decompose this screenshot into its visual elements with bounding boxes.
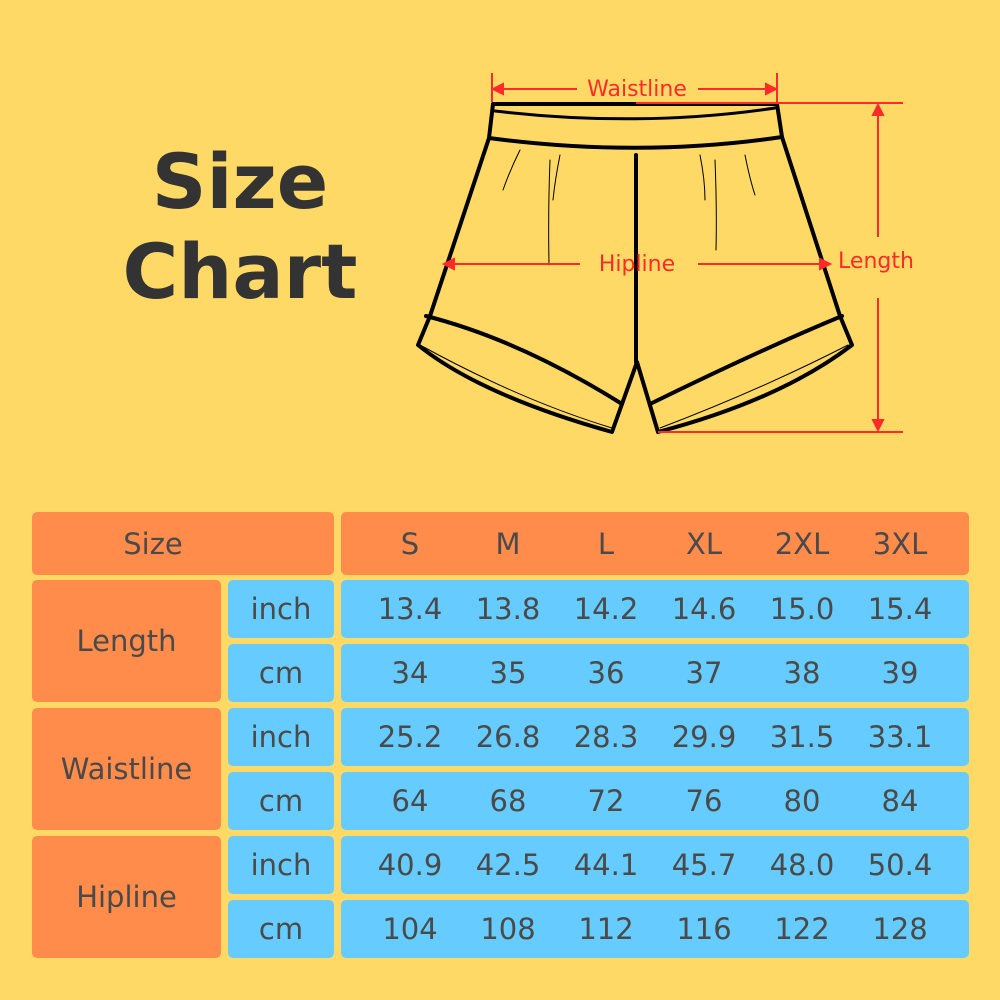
size-column-header: XL: [685, 526, 723, 561]
value-cell: 64: [391, 784, 429, 818]
value-cell: 128: [872, 912, 928, 946]
measure-label: Hipline: [76, 880, 177, 914]
length-label: Length: [838, 249, 914, 274]
table-row: 34 35 36 37 38 39: [341, 644, 969, 702]
value-cell: 108: [480, 912, 536, 946]
unit-label: inch: [250, 592, 312, 626]
unit-cell: inch: [228, 836, 334, 894]
measure-label-cell: Hipline: [32, 836, 221, 958]
value-cell: 26.8: [475, 720, 541, 754]
value-cell: 122: [774, 912, 830, 946]
size-column-header: 3XL: [872, 526, 928, 561]
value-cell: 68: [489, 784, 527, 818]
hipline-label: Hipline: [599, 252, 675, 277]
table-row: 104 108 112 116 122 128: [341, 900, 969, 958]
measure-label-cell: Length: [32, 580, 221, 702]
size-header-label: Size: [123, 526, 183, 561]
value-cell: 84: [881, 784, 919, 818]
value-cell: 28.3: [573, 720, 639, 754]
unit-cell: cm: [228, 900, 334, 958]
unit-label: inch: [250, 848, 312, 882]
unit-label: cm: [258, 656, 304, 690]
size-column-header: S: [400, 526, 420, 561]
shorts-waistband: [487, 102, 784, 150]
unit-label: cm: [258, 784, 304, 818]
sizes-header: S M L XL 2XL 3XL: [341, 512, 969, 575]
unit-label: inch: [250, 720, 312, 754]
title-line-2: Chart: [122, 227, 358, 316]
value-cell: 33.1: [867, 720, 933, 754]
value-cell: 15.0: [769, 592, 835, 626]
value-cell: 76: [685, 784, 723, 818]
table-row: 25.2 26.8 28.3 29.9 31.5 33.1: [341, 708, 969, 766]
title-line-1: Size: [151, 137, 329, 226]
size-column-header: L: [597, 526, 615, 561]
value-cell: 40.9: [377, 848, 443, 882]
value-cell: 13.4: [377, 592, 443, 626]
unit-label: cm: [258, 912, 304, 946]
value-cell: 112: [578, 912, 634, 946]
value-cell: 42.5: [475, 848, 541, 882]
value-cell: 31.5: [769, 720, 835, 754]
value-cell: 14.6: [671, 592, 737, 626]
size-column-header: M: [495, 526, 521, 561]
size-column-header: 2XL: [774, 526, 830, 561]
value-cell: 34: [391, 656, 429, 690]
measurement-arrows: [441, 73, 903, 433]
table-row: 13.4 13.8 14.2 14.6 15.0 15.4: [341, 580, 969, 638]
shorts-left-hem-stitch: [419, 344, 613, 429]
unit-cell: cm: [228, 644, 334, 702]
shorts-left-hem: [424, 314, 624, 406]
shorts-right-hem: [648, 314, 844, 406]
value-cell: 116: [676, 912, 732, 946]
value-cell: 80: [783, 784, 821, 818]
value-cell: 36: [587, 656, 625, 690]
waistline-label: Waistline: [587, 77, 687, 102]
value-cell: 45.7: [671, 848, 737, 882]
unit-cell: inch: [228, 708, 334, 766]
value-cell: 38: [783, 656, 821, 690]
value-cell: 104: [382, 912, 438, 946]
value-cell: 50.4: [867, 848, 933, 882]
shorts-fold-lines: [502, 149, 756, 266]
value-cell: 13.8: [475, 592, 541, 626]
value-cell: 15.4: [867, 592, 933, 626]
value-cell: 29.9: [671, 720, 737, 754]
table-row: 40.9 42.5 44.1 45.7 48.0 50.4: [341, 836, 969, 894]
value-cell: 48.0: [769, 848, 835, 882]
unit-cell: cm: [228, 772, 334, 830]
measure-label: Waistline: [60, 752, 193, 786]
size-header: Size: [32, 512, 334, 575]
value-cell: 25.2: [377, 720, 443, 754]
shorts-waist-inner: [493, 106, 777, 121]
measure-label: Length: [76, 624, 177, 658]
value-cell: 39: [881, 656, 919, 690]
value-cell: 72: [587, 784, 625, 818]
shorts-right-hem-stitch: [659, 344, 849, 429]
shorts-diagram: Waistline Hipline Length: [416, 73, 914, 434]
measure-label-cell: Waistline: [32, 708, 221, 830]
value-cell: 35: [489, 656, 527, 690]
table-row: 64 68 72 76 80 84: [341, 772, 969, 830]
value-cell: 14.2: [573, 592, 639, 626]
value-cell: 37: [685, 656, 723, 690]
unit-cell: inch: [228, 580, 334, 638]
value-cell: 44.1: [573, 848, 639, 882]
